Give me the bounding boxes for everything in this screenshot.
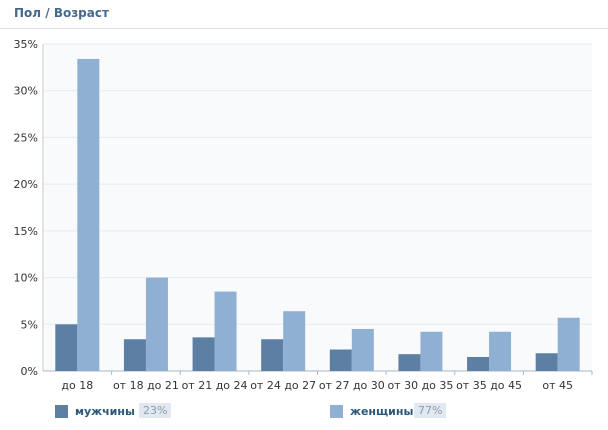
x-tick-label: до 18 [61,379,93,392]
legend-swatch-women [330,405,343,418]
bar-women [283,311,306,371]
x-tick-label: от 30 до 35 [387,379,453,392]
bar-men [467,356,490,371]
y-tick-label: 25% [14,131,38,144]
x-tick-label: от 18 до 21 [113,379,179,392]
bar-chart: 0%5%10%15%20%25%30%35%до 18 от 18 до 21 от… [14,38,593,392]
x-tick-label: от 45 [542,379,573,392]
chart-header: Пол / Возраст [0,0,608,29]
y-tick-label: 5% [21,318,38,331]
bar-women [351,328,374,371]
bar-men [398,354,421,371]
bar-men [329,349,352,371]
legend-swatch-men [55,405,68,418]
y-tick-label: 20% [14,178,38,191]
bar-men [535,353,558,371]
legend-percent-women: 77% [414,403,447,418]
bar-men [123,339,146,371]
bar-women [557,317,580,371]
bar-women [77,58,100,371]
bar-men [192,337,215,371]
bar-men [261,339,284,371]
legend-label-women: женщины [350,405,414,418]
y-tick-label: 10% [14,272,38,285]
y-tick-label: 15% [14,225,38,238]
y-tick-label: 35% [14,38,38,51]
plot-area [43,44,592,371]
bar-women [145,277,168,371]
x-tick-label: от 35 до 45 [456,379,522,392]
bar-women [420,331,443,371]
bar-women [489,331,512,371]
legend-label-men: мужчины [75,405,135,418]
bar-women [214,291,237,371]
x-tick-label: от 27 до 30 [319,379,385,392]
y-tick-label: 30% [14,85,38,98]
legend-percent-men: 23% [139,403,172,418]
y-tick-label: 0% [21,365,38,378]
chart-title: Пол / Возраст [14,6,109,20]
x-tick-label: от 24 до 27 [250,379,316,392]
x-tick-label: от 21 до 24 [182,379,248,392]
bar-men [55,324,78,371]
